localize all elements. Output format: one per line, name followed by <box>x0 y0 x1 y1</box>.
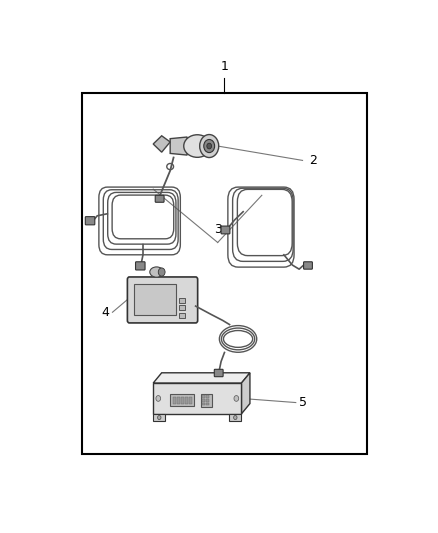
Bar <box>229 414 241 421</box>
Circle shape <box>158 416 161 419</box>
Bar <box>179 298 185 303</box>
Bar <box>153 383 241 414</box>
Circle shape <box>200 134 219 158</box>
Bar <box>206 399 209 402</box>
Bar <box>202 395 205 398</box>
Bar <box>189 397 192 404</box>
Text: 1: 1 <box>221 60 228 74</box>
Circle shape <box>204 140 215 152</box>
Text: 4: 4 <box>101 306 109 319</box>
Polygon shape <box>153 136 170 152</box>
Ellipse shape <box>184 135 211 157</box>
Circle shape <box>234 395 239 401</box>
Bar <box>153 414 166 421</box>
FancyBboxPatch shape <box>135 262 145 270</box>
Ellipse shape <box>150 267 163 277</box>
Bar <box>173 397 176 404</box>
Circle shape <box>207 143 212 149</box>
Bar <box>202 399 205 402</box>
Circle shape <box>156 395 161 401</box>
Bar <box>185 397 188 404</box>
Bar <box>179 313 185 318</box>
FancyBboxPatch shape <box>155 195 164 202</box>
Bar <box>201 393 212 407</box>
Polygon shape <box>153 373 250 383</box>
FancyBboxPatch shape <box>127 277 198 323</box>
Bar <box>177 397 180 404</box>
Bar <box>206 402 209 406</box>
Circle shape <box>158 268 165 276</box>
Bar <box>206 395 209 398</box>
Text: 5: 5 <box>299 396 307 409</box>
Bar <box>202 402 205 406</box>
Circle shape <box>233 416 237 419</box>
FancyBboxPatch shape <box>221 226 230 234</box>
Polygon shape <box>170 137 187 155</box>
Bar <box>134 284 176 315</box>
Bar <box>82 93 367 454</box>
Polygon shape <box>241 373 250 414</box>
Bar <box>179 305 185 310</box>
Bar <box>181 397 184 404</box>
Text: 2: 2 <box>309 154 317 167</box>
Text: 3: 3 <box>214 223 222 236</box>
Bar <box>170 394 194 406</box>
FancyBboxPatch shape <box>85 216 95 225</box>
FancyBboxPatch shape <box>214 369 223 377</box>
FancyBboxPatch shape <box>304 262 312 269</box>
